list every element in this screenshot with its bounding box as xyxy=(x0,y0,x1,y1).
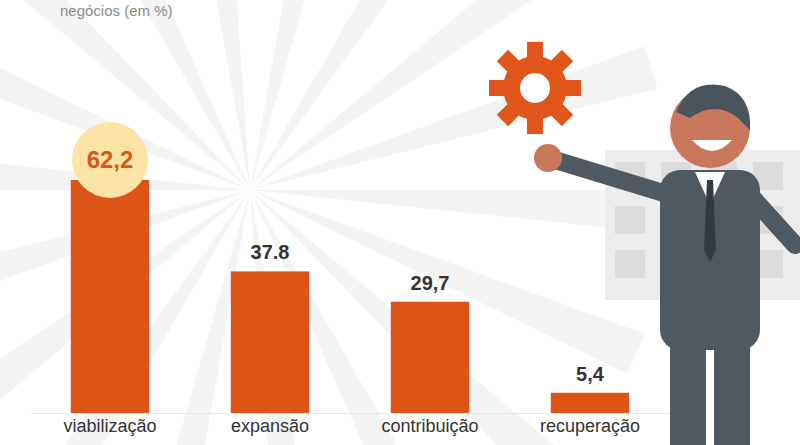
tick-label: recuperação xyxy=(540,416,640,436)
tick: viabilização xyxy=(63,413,156,436)
chart: negócios (em %) viabilização expansão contr… xyxy=(0,0,800,445)
smile xyxy=(692,140,732,151)
tie xyxy=(704,180,716,262)
arm xyxy=(555,160,670,195)
leg xyxy=(670,340,706,445)
tick: recuperação xyxy=(540,413,640,436)
bar xyxy=(231,271,309,413)
data-labels: 62,2 37.8 29,7 5,4 xyxy=(72,122,605,385)
tick: expansão xyxy=(231,413,309,436)
bar xyxy=(551,393,629,413)
tick: contribuição xyxy=(381,413,478,436)
gear-hole xyxy=(520,73,550,103)
leg xyxy=(714,340,750,445)
ray xyxy=(250,0,598,190)
gear xyxy=(489,42,581,134)
background-rays xyxy=(0,0,670,445)
ray xyxy=(0,6,250,190)
bar xyxy=(391,302,469,413)
hair xyxy=(676,84,750,130)
hand xyxy=(534,144,562,172)
bar xyxy=(71,180,149,413)
data-label: 62,2 xyxy=(87,146,134,173)
tick-label: expansão xyxy=(231,416,309,436)
ray xyxy=(0,0,250,190)
data-label: 5,4 xyxy=(576,363,605,385)
x-axis: viabilização expansão contribuição recupera… xyxy=(31,413,671,436)
torso xyxy=(660,170,760,350)
data-label: 29,7 xyxy=(411,272,450,294)
title: negócios (em %) xyxy=(60,2,173,19)
building-window xyxy=(615,250,645,278)
data-label: 37.8 xyxy=(251,241,290,263)
axis-line xyxy=(31,413,671,414)
bars xyxy=(71,180,629,413)
tick-label: viabilização xyxy=(63,416,156,436)
highlight xyxy=(72,122,148,198)
building-window xyxy=(615,206,645,234)
man xyxy=(534,84,795,445)
ray xyxy=(177,0,250,190)
tick-label: contribuição xyxy=(381,416,478,436)
gear-body xyxy=(503,56,567,120)
